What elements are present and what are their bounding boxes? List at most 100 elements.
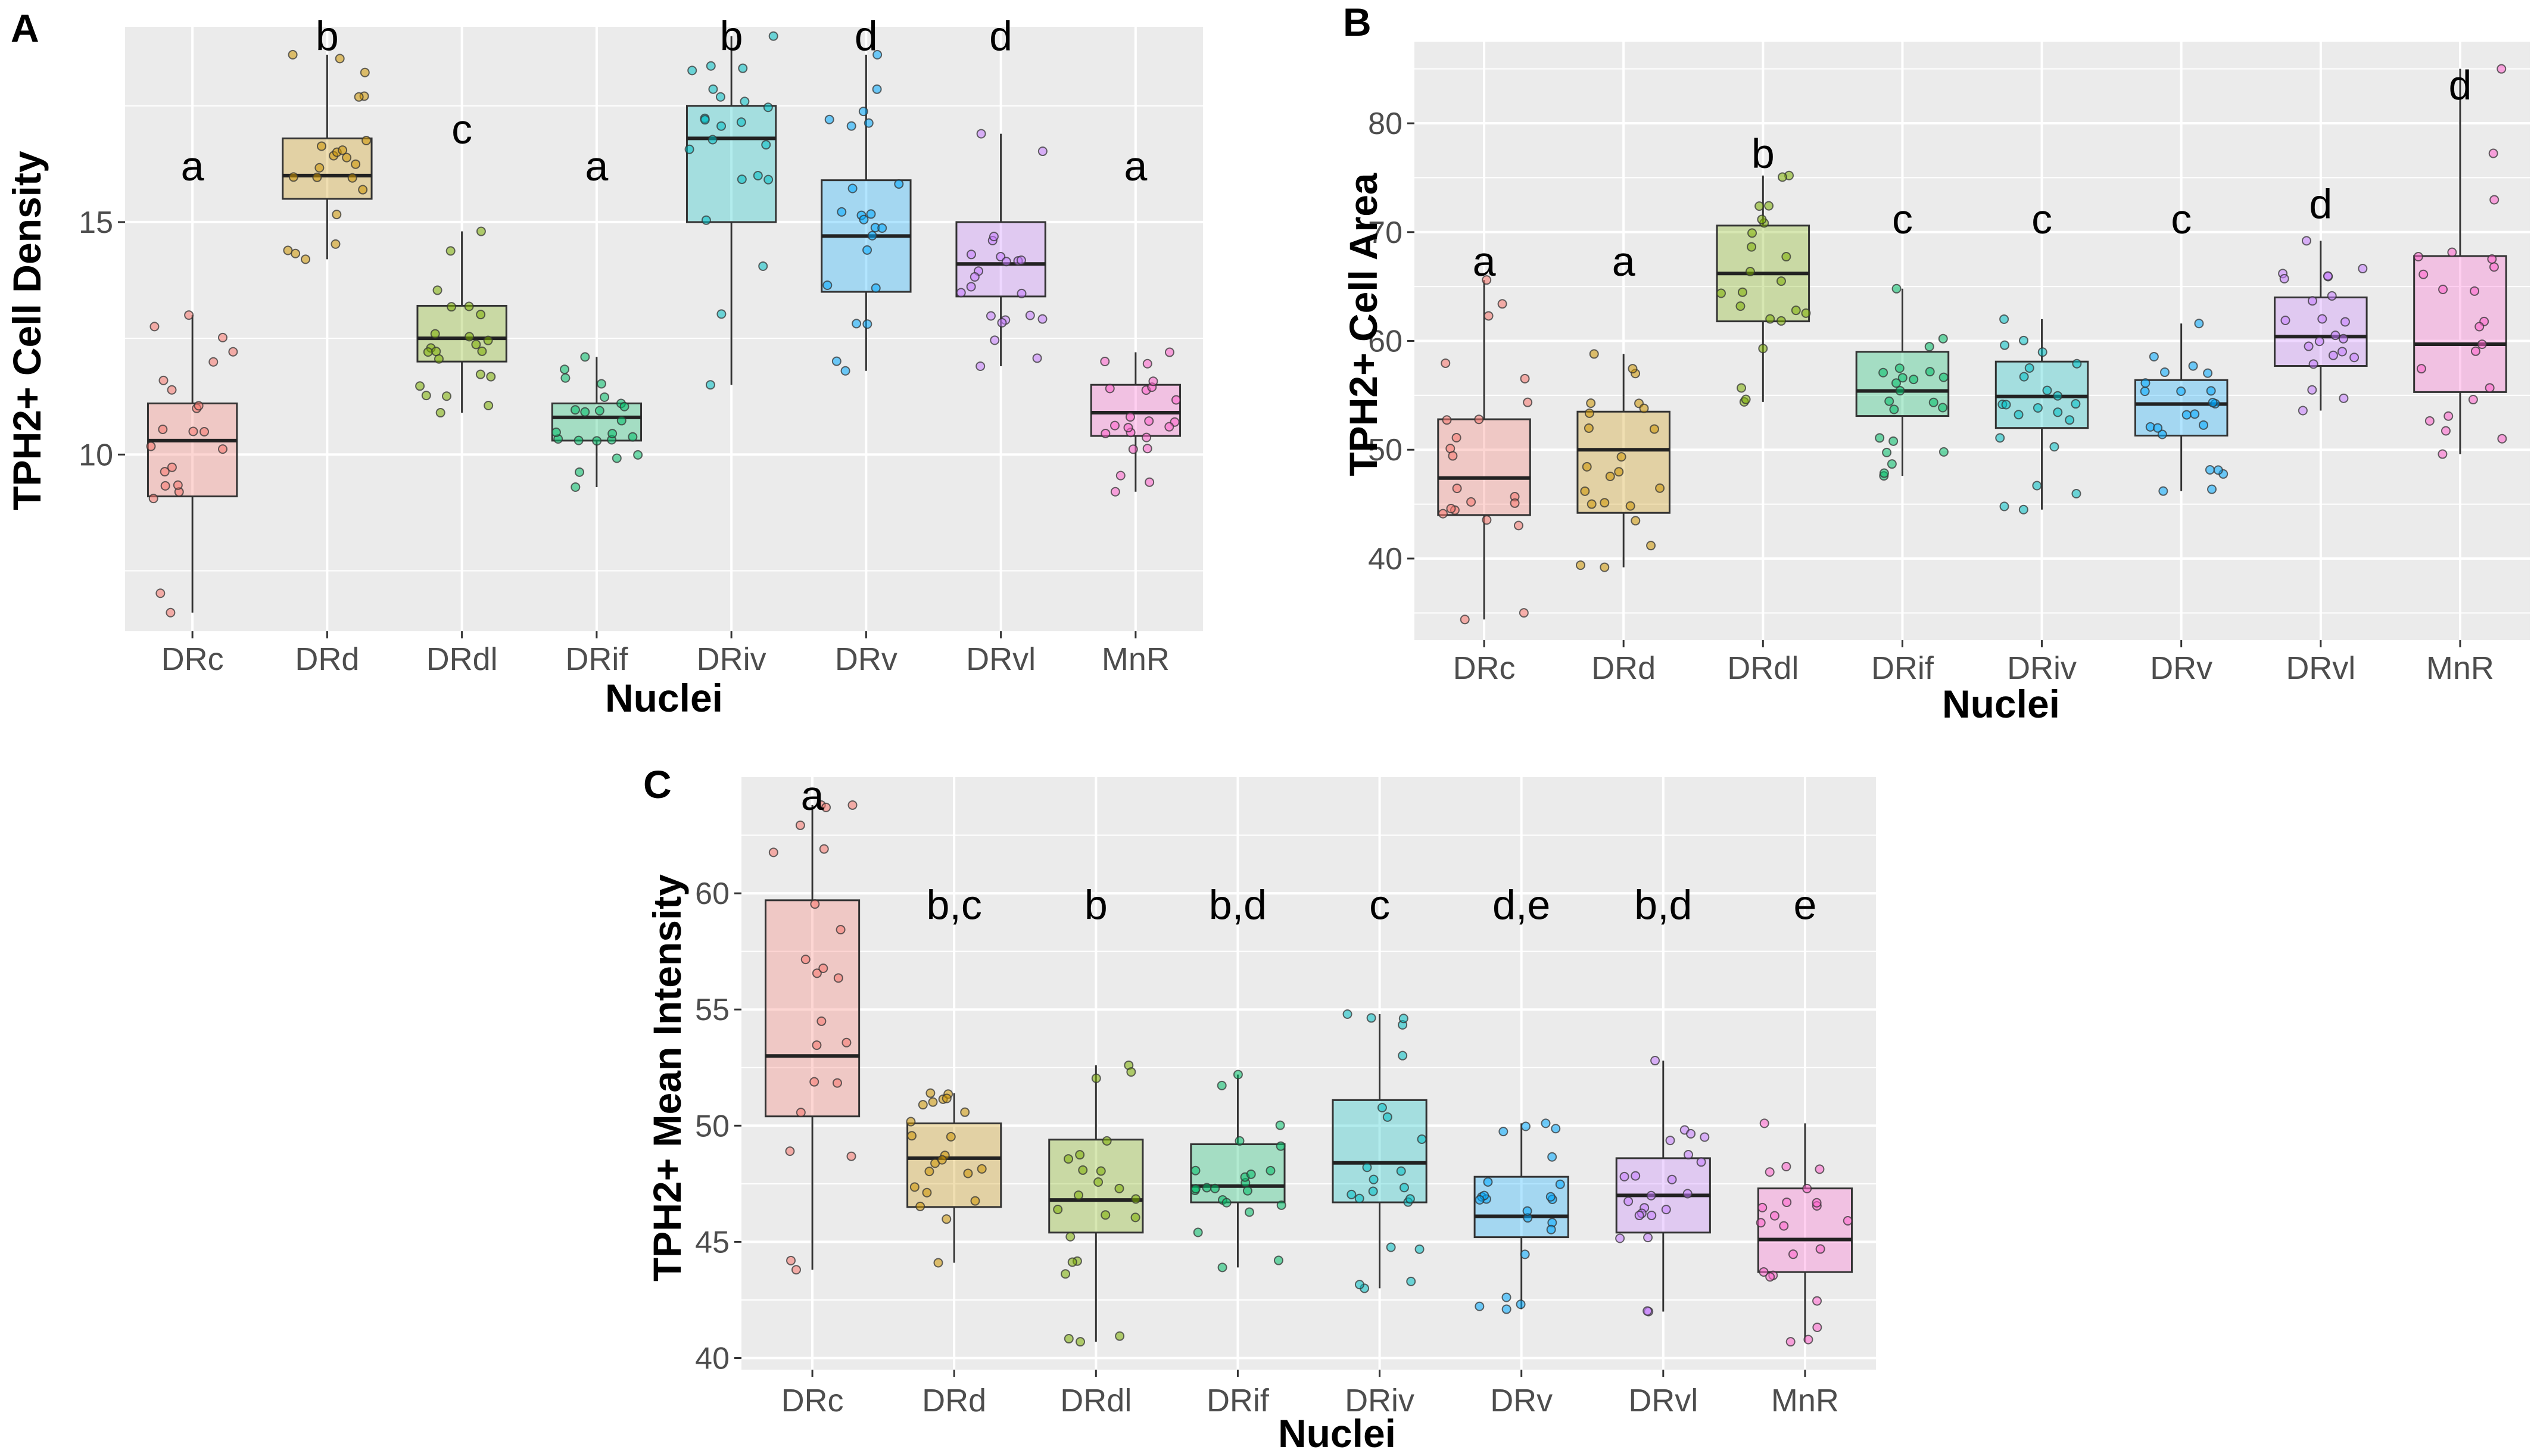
data-point — [1399, 1183, 1409, 1193]
data-point — [188, 426, 198, 437]
y-tick-label: 40 — [1368, 542, 1402, 576]
panel-letter: B — [1343, 0, 1372, 44]
data-point — [288, 49, 298, 60]
data-point — [2176, 386, 2186, 397]
box-drv — [1473, 1118, 1569, 1314]
data-point — [1878, 367, 1888, 378]
data-point — [1242, 1186, 1252, 1196]
data-point — [1501, 1292, 1511, 1302]
y-tick-label: 45 — [695, 1225, 730, 1259]
data-point — [580, 352, 590, 362]
data-point — [2317, 314, 2327, 324]
data-point — [316, 141, 326, 151]
data-point — [2205, 465, 2215, 475]
data-point — [158, 425, 168, 435]
data-point — [1769, 1211, 1779, 1221]
data-point — [475, 369, 485, 379]
significance-letter: d,e — [1492, 882, 1550, 928]
data-point — [909, 1182, 920, 1192]
x-category-label: DRif — [1871, 650, 1934, 686]
x-category-label: DRd — [295, 641, 359, 677]
data-point — [1142, 432, 1152, 442]
data-point — [1386, 1242, 1396, 1252]
data-point — [871, 283, 881, 293]
data-point — [1193, 1227, 1203, 1237]
y-axis-title: TPH2+ Cell Area — [1341, 172, 1385, 476]
data-point — [1101, 1210, 1111, 1220]
data-point — [858, 107, 868, 117]
data-point — [2337, 347, 2347, 357]
data-point — [2485, 383, 2495, 393]
significance-letter: d — [855, 13, 878, 60]
data-point — [1406, 1276, 1416, 1286]
data-point — [1600, 562, 1610, 572]
data-point — [906, 1117, 916, 1127]
data-point — [360, 67, 370, 77]
box-drvl — [955, 129, 1048, 371]
data-point — [1812, 1198, 1822, 1208]
data-point — [1843, 1215, 1853, 1226]
box-driv — [1994, 314, 2089, 515]
data-point — [2153, 423, 2163, 433]
y-tick-label: 15 — [79, 205, 113, 240]
data-point — [1109, 420, 1120, 431]
data-point — [1442, 415, 1452, 425]
data-point — [1398, 1014, 1408, 1024]
panel-b: 40 50 60 70 80 DRc a DRd a DRdl b DRif c DRiv c DRv c DRv… — [1341, 0, 2530, 726]
data-point — [1114, 1183, 1124, 1193]
data-point — [476, 226, 486, 236]
data-point — [812, 968, 822, 978]
data-point — [2149, 351, 2159, 361]
data-point — [753, 170, 763, 180]
x-category-label: MnR — [2426, 650, 2494, 686]
data-point — [2033, 403, 2043, 413]
x-category-label: DRdl — [426, 641, 498, 677]
box-drd — [906, 1088, 1002, 1268]
data-point — [483, 335, 493, 345]
data-point — [592, 436, 602, 446]
data-point — [2213, 465, 2223, 475]
data-point — [2340, 317, 2350, 327]
data-point — [2181, 410, 2192, 420]
x-axis-title: Nuclei — [605, 676, 723, 720]
data-point — [194, 401, 204, 411]
data-point — [160, 481, 170, 491]
data-point — [1782, 1197, 1792, 1207]
data-point — [862, 319, 872, 329]
data-point — [1639, 403, 1649, 413]
data-point — [1076, 1337, 1086, 1347]
data-point — [1475, 1301, 1485, 1311]
data-point — [1266, 1165, 1276, 1176]
data-point — [960, 1107, 970, 1117]
data-point — [810, 899, 820, 909]
significance-letter: c — [1369, 882, 1390, 928]
x-category-label: DRvl — [2286, 650, 2355, 686]
data-point — [1128, 444, 1138, 454]
data-point — [1791, 305, 1801, 316]
data-point — [847, 183, 858, 194]
data-point — [431, 347, 441, 357]
data-point — [1276, 1200, 1286, 1210]
significance-letter: d — [2448, 62, 2471, 108]
data-point — [2418, 269, 2429, 279]
data-point — [2190, 409, 2200, 419]
data-point — [1053, 1205, 1063, 1215]
data-point — [1642, 1306, 1653, 1316]
data-point — [837, 207, 847, 217]
data-point — [1776, 316, 1786, 326]
data-point — [761, 140, 771, 150]
data-point — [1510, 498, 1520, 508]
data-point — [1217, 1080, 1227, 1090]
data-point — [2065, 415, 2075, 425]
x-category-label: DRiv — [2007, 650, 2077, 686]
data-point — [1745, 267, 1755, 277]
data-point — [1684, 1150, 1694, 1160]
data-point — [1757, 1202, 1768, 1212]
data-point — [859, 214, 869, 225]
data-point — [2488, 148, 2498, 158]
data-point — [2338, 333, 2348, 344]
data-point — [1686, 1128, 1696, 1139]
data-point — [946, 1131, 956, 1142]
data-point — [2071, 488, 2081, 498]
data-point — [288, 172, 298, 182]
